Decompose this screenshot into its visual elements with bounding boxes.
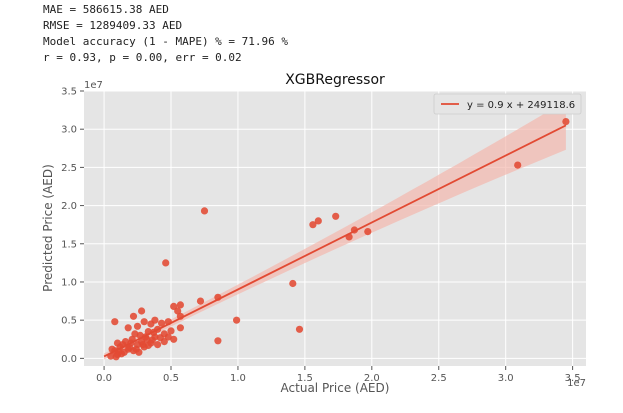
x-tick-label: 1.5 [297, 373, 313, 384]
data-point [164, 333, 172, 341]
data-point [174, 307, 182, 315]
data-point [289, 279, 297, 288]
data-point [131, 330, 139, 338]
data-point [176, 324, 184, 332]
y-tick-label: 0.0 [61, 354, 77, 365]
data-point [125, 344, 134, 352]
data-point [140, 318, 148, 326]
y-tick-label: 1.0 [61, 277, 77, 288]
y-tick-label: 2.0 [61, 201, 77, 212]
data-point [295, 325, 304, 333]
x-tick-label: 3.0 [498, 373, 514, 384]
rmse-text: RMSE = 1289409.33 AED [43, 19, 183, 32]
data-point [514, 161, 522, 169]
model-stats: MAE = 586615.38 AED RMSE = 1289409.33 AE… [43, 2, 288, 66]
data-point [111, 318, 119, 326]
accuracy-text: Model accuracy (1 - MAPE) % = 71.96 % [43, 35, 289, 48]
data-point [154, 341, 162, 349]
data-point [562, 118, 570, 126]
x-axis-ticks: 0.0 0.5 1.0 1.5 2.0 2.5 3.0 3.5 [96, 366, 581, 384]
correlation-text: r = 0.93, p = 0.00, err = 0.02 [43, 51, 242, 64]
data-point [170, 335, 178, 343]
x-tick-label: 2.0 [364, 373, 380, 384]
data-point [138, 307, 146, 315]
x-offset-label: 1e7 [567, 378, 586, 389]
y-axis-label: Predicted Price (AED) [41, 164, 55, 292]
data-point [148, 336, 156, 344]
x-tick-label: 0.0 [96, 373, 112, 384]
data-point [133, 322, 142, 330]
data-point [196, 297, 205, 305]
legend-box [433, 93, 582, 115]
data-point [162, 259, 170, 267]
data-point [364, 228, 372, 236]
legend-label: y = 0.9 x + 249118.6 [467, 100, 575, 111]
regression-line [103, 124, 567, 358]
data-point [314, 217, 322, 225]
y-tick-label: 2.5 [61, 163, 77, 174]
x-tick-label: 2.5 [431, 373, 447, 384]
y-tick-label: 3.5 [61, 87, 77, 98]
data-point [112, 353, 120, 361]
data-point [135, 348, 143, 356]
data-point [176, 301, 184, 309]
mae-text: MAE = 586615.38 AED [43, 3, 169, 16]
legend: y = 0.9 x + 249118.6 [433, 93, 582, 115]
x-tick-label: 3.5 [565, 373, 581, 384]
data-point [158, 319, 166, 327]
y-offset-label: 1e7 [84, 80, 103, 91]
y-tick-label: 3.0 [61, 125, 77, 136]
chart-title: XGBRegressor [285, 72, 385, 88]
x-tick-label: 0.5 [163, 373, 179, 384]
data-point [233, 316, 241, 324]
data-point [144, 341, 152, 349]
data-point [214, 337, 222, 345]
data-point [309, 221, 317, 229]
data-point [167, 327, 175, 335]
data-point [139, 341, 147, 349]
data-point [124, 324, 132, 332]
y-axis-ticks: 0.0 0.5 1.0 1.5 2.0 2.5 3.0 3.5 [61, 87, 84, 365]
y-tick-label: 0.5 [61, 316, 77, 327]
x-tick-label: 1.0 [230, 373, 246, 384]
x-axis-label: Actual Price (AED) [281, 381, 390, 395]
data-point [332, 212, 340, 220]
data-point [129, 312, 138, 320]
y-tick-label: 1.5 [61, 239, 77, 250]
data-point [200, 207, 209, 215]
data-point [151, 316, 159, 324]
